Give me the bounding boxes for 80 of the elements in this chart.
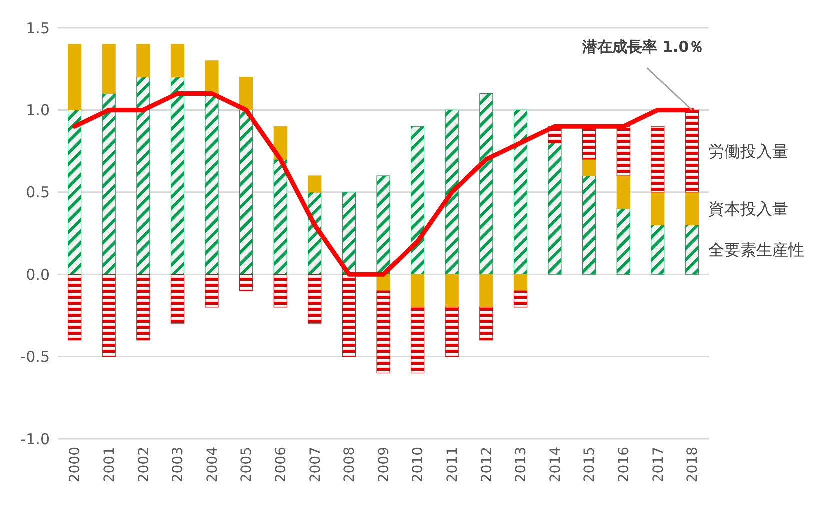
x-tick-label: 2003 xyxy=(170,447,187,483)
bar xyxy=(376,290,390,374)
bar xyxy=(240,274,254,292)
bar xyxy=(651,126,665,193)
series-label: 労働投入量 xyxy=(708,142,789,161)
bar xyxy=(68,44,82,110)
x-tick-label: 2002 xyxy=(136,447,152,483)
series-label: 資本投入量 xyxy=(708,199,789,218)
x-tick-label: 2007 xyxy=(308,447,324,483)
bar xyxy=(582,159,596,176)
x-tick-label: 2001 xyxy=(102,447,118,483)
x-tick-label: 2015 xyxy=(582,447,598,483)
bar xyxy=(514,110,528,275)
y-tick-label: 0.5 xyxy=(26,184,50,202)
x-tick-label: 2008 xyxy=(342,447,358,483)
bar xyxy=(136,274,150,341)
bar xyxy=(411,307,425,374)
x-tick-label: 2011 xyxy=(445,447,461,483)
x-tick-label: 2013 xyxy=(514,447,530,483)
bar xyxy=(170,274,184,324)
y-tick-label: -0.5 xyxy=(20,348,50,366)
bar xyxy=(376,176,390,275)
bar xyxy=(102,44,116,94)
bar xyxy=(514,290,528,308)
line-series xyxy=(72,92,694,277)
x-tick-label: 2014 xyxy=(548,446,564,483)
bar xyxy=(68,110,82,275)
x-tick-label: 2005 xyxy=(239,447,256,483)
bar xyxy=(685,225,699,275)
bar xyxy=(411,126,425,275)
x-tick-label: 2004 xyxy=(204,446,221,483)
x-tick-label: 2012 xyxy=(479,447,496,483)
bar xyxy=(445,110,459,275)
bar xyxy=(68,274,82,341)
bar xyxy=(342,192,356,275)
bar xyxy=(136,44,150,78)
series-label: 全要素生産性 xyxy=(708,240,805,260)
x-tick-label: 2000 xyxy=(68,447,84,483)
bar xyxy=(205,274,219,308)
bar xyxy=(411,274,425,308)
bar xyxy=(205,94,219,275)
bar xyxy=(102,274,116,358)
bar xyxy=(274,274,288,308)
bar xyxy=(240,77,254,110)
bar xyxy=(136,77,150,275)
bar xyxy=(480,307,494,341)
y-tick-label: 1.5 xyxy=(26,19,50,38)
bar xyxy=(205,60,219,94)
y-tick-label: 0.0 xyxy=(26,266,50,284)
x-tick-label: 2010 xyxy=(410,447,427,483)
bar xyxy=(616,126,630,176)
bar xyxy=(616,176,630,210)
bar xyxy=(480,94,494,275)
bar xyxy=(651,192,665,226)
x-tick-label: 2016 xyxy=(616,446,632,483)
bar xyxy=(445,307,459,358)
x-tick-label: 2017 xyxy=(650,447,667,483)
annotation: 潜在成長率 1.0％ xyxy=(581,38,704,56)
y-tick-label: 1.0 xyxy=(26,101,50,120)
bar xyxy=(240,110,254,275)
bar xyxy=(548,142,562,275)
bar xyxy=(616,208,630,275)
bar xyxy=(480,274,494,308)
x-tick-label: 2018 xyxy=(685,447,702,483)
bar xyxy=(308,274,322,324)
bar xyxy=(342,274,356,358)
bar xyxy=(685,110,699,193)
bar xyxy=(170,77,184,275)
bar xyxy=(651,225,665,275)
x-tick-label: 2009 xyxy=(376,447,392,483)
bar xyxy=(445,274,459,308)
x-tick-label: 2006 xyxy=(274,446,290,483)
bar xyxy=(308,176,322,193)
bar xyxy=(582,176,596,275)
y-tick-label: -1.0 xyxy=(20,430,50,448)
bar xyxy=(685,192,699,226)
bar xyxy=(170,44,184,78)
bar xyxy=(514,274,528,292)
bar xyxy=(102,94,116,275)
bar xyxy=(274,159,288,275)
